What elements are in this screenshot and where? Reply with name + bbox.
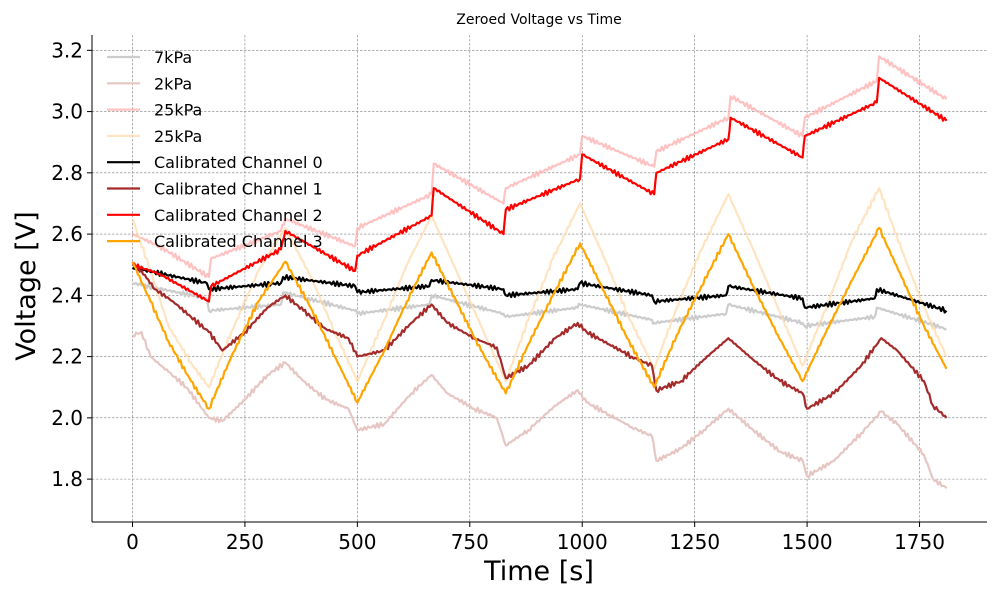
y-tick-label-7: 3.2 [51,38,83,62]
series-line-2 [132,55,948,279]
x-tick-label-7: 1750 [894,530,945,554]
legend-label-3: 25kPa [154,127,202,146]
legend-label-6: Calibrated Channel 2 [154,206,323,225]
grid [92,35,987,522]
series-line-1 [131,331,948,490]
legend-label-7: Calibrated Channel 3 [154,232,323,251]
y-tick-label-5: 2.8 [51,161,83,185]
y-tick-label-2: 2.2 [51,345,83,369]
legend-label-2: 25kPa [154,101,202,120]
y-tick-label-0: 1.8 [51,467,83,491]
y-tick-label-4: 2.6 [51,222,83,246]
legend-label-4: Calibrated Channel 0 [154,153,323,172]
y-axis-label: Voltage [V] [11,211,42,360]
legend-label-5: Calibrated Channel 1 [154,180,323,199]
x-tick-label-4: 1000 [557,530,608,554]
y-tick-label-1: 2.0 [51,406,83,430]
x-tick-label-0: 0 [126,530,139,554]
series-lines [131,55,948,490]
series-line-5 [132,263,948,419]
series-line-3 [131,187,948,389]
ticks: 0 250 500 750 1000 1250 1500 1750 1.8 2.0 2.2 2.4 2.… [51,38,945,554]
x-tick-label-5: 1250 [669,530,720,554]
y-tick-label-6: 3.0 [51,100,83,124]
chart-title: Zeroed Voltage vs Time [456,12,621,28]
legend: 7kPa 2kPa 25kPa 25kPa Calibrated Channel 0 Ca… [107,48,323,251]
x-axis-label: Time [s] [483,556,594,587]
series-line-6 [131,76,948,303]
legend-label-1: 2kPa [154,74,192,93]
x-tick-label-6: 1500 [782,530,833,554]
y-tick-label-3: 2.4 [51,283,83,307]
x-tick-label-3: 750 [451,530,489,554]
x-tick-label-1: 250 [226,530,264,554]
legend-label-0: 7kPa [154,48,192,67]
axes [91,35,987,523]
x-tick-label-2: 500 [338,530,376,554]
series-line-7 [131,226,948,410]
